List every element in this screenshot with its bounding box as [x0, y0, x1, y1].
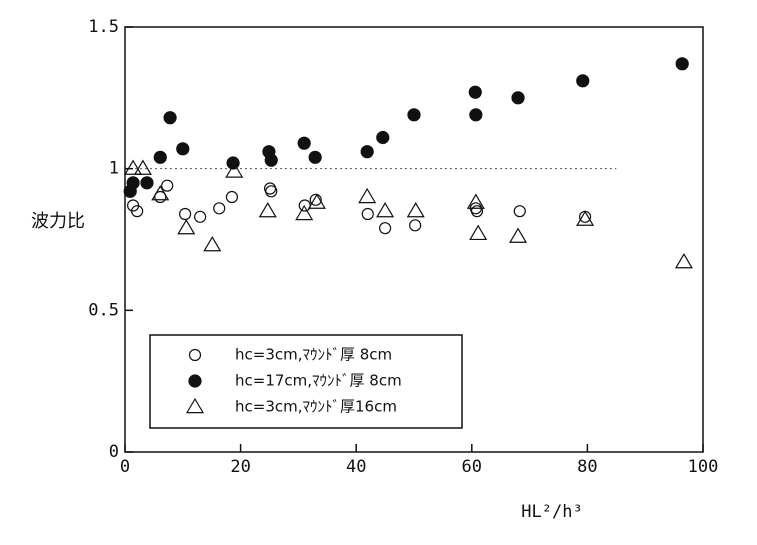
- point: [576, 74, 590, 88]
- point: [361, 207, 374, 221]
- point: [264, 153, 278, 167]
- x-tick-label: 0: [120, 457, 130, 477]
- point: [358, 187, 377, 204]
- point: [508, 227, 528, 243]
- point: [513, 205, 526, 218]
- y-tick-label: 1: [109, 159, 119, 179]
- point: [151, 184, 170, 201]
- legend-label: hc=3cm,ﾏｳﾝﾄﾞ厚16cm: [235, 398, 397, 416]
- point: [258, 201, 277, 218]
- x-tick-label: 80: [577, 457, 597, 477]
- point: [176, 142, 190, 156]
- x-tick-label: 40: [346, 457, 366, 477]
- point: [360, 145, 374, 159]
- point: [161, 179, 174, 192]
- point: [307, 193, 326, 209]
- point: [131, 205, 144, 218]
- point: [409, 219, 422, 232]
- point: [376, 201, 395, 218]
- point: [511, 91, 525, 105]
- plot-frame: [124, 26, 704, 453]
- point: [203, 235, 222, 252]
- point: [675, 57, 689, 71]
- point: [177, 218, 196, 235]
- point: [133, 159, 152, 175]
- y-tick-label: 0.5: [88, 300, 119, 320]
- point: [265, 185, 278, 198]
- point: [470, 205, 484, 218]
- point: [124, 159, 143, 175]
- point: [213, 202, 226, 215]
- point: [163, 111, 177, 125]
- legend-marker: [185, 397, 205, 414]
- point: [226, 156, 240, 170]
- y-tick-label: 0: [109, 442, 119, 462]
- legend-label: hc=3cm,ﾏｳﾝﾄﾞ厚 8cm: [235, 346, 392, 364]
- point: [468, 85, 482, 99]
- point: [379, 222, 392, 235]
- legend-marker: [188, 374, 202, 388]
- legend-label: hc=17cm,ﾏｳﾝﾄﾞ厚 8cm: [235, 372, 402, 390]
- y-axis-label: 波力比: [31, 211, 85, 232]
- point: [469, 224, 488, 241]
- point: [308, 150, 322, 164]
- point: [225, 190, 239, 204]
- point: [295, 204, 314, 221]
- point: [140, 176, 154, 190]
- point: [154, 190, 167, 204]
- point: [576, 210, 595, 226]
- point: [407, 108, 421, 122]
- point: [406, 201, 425, 218]
- y-tick-label: 1.5: [88, 17, 119, 37]
- point: [179, 207, 192, 221]
- point: [578, 210, 592, 223]
- point: [674, 252, 693, 269]
- point: [376, 130, 390, 145]
- legend-marker: [188, 348, 202, 362]
- x-axis-label: HL²/h³: [521, 502, 582, 522]
- point: [153, 150, 167, 164]
- point: [126, 176, 140, 190]
- point: [194, 210, 207, 223]
- point: [298, 199, 311, 212]
- x-tick-label: 60: [462, 457, 482, 477]
- point: [225, 162, 244, 178]
- point: [466, 193, 485, 209]
- x-tick-label: 100: [688, 457, 719, 477]
- point: [309, 193, 322, 206]
- point: [297, 136, 311, 150]
- point: [469, 108, 483, 122]
- x-tick-label: 20: [230, 457, 250, 477]
